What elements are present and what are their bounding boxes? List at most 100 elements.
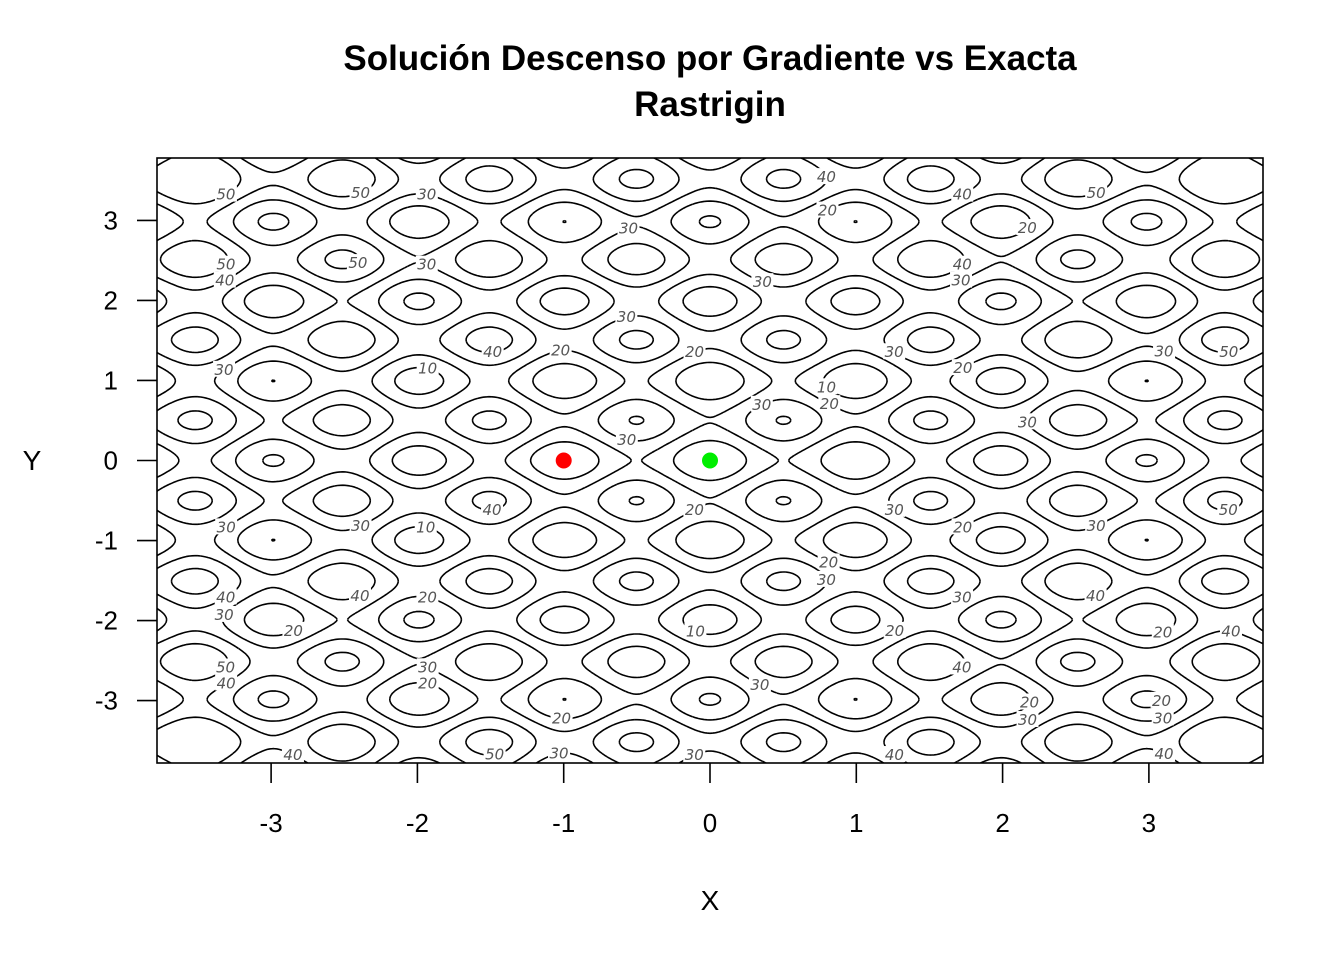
contour-label: 20 — [820, 395, 839, 413]
contour-label: 10 — [416, 518, 435, 536]
contour-label: 30 — [619, 219, 638, 237]
contour-label-bg — [1150, 691, 1173, 708]
contour-label-bg — [951, 588, 974, 605]
contour-label-bg — [282, 621, 305, 638]
contour-label-bg — [751, 273, 774, 290]
contour-label-bg — [1085, 516, 1108, 533]
contour-label: 30 — [417, 186, 436, 204]
chart-subtitle: Rastrigin — [634, 85, 786, 124]
contour-label-bg — [416, 658, 439, 675]
contour-label: 50 — [351, 184, 370, 202]
contour-label: 50 — [1219, 501, 1238, 519]
contour-label-bg — [214, 658, 237, 675]
contour-label: 40 — [885, 746, 904, 764]
contour-label-bg — [883, 343, 906, 360]
contour-label: 40 — [215, 272, 234, 290]
contour-label-bg — [883, 621, 906, 638]
y-tick-label: 0 — [104, 446, 118, 476]
contour-label: 50 — [216, 186, 235, 204]
y-tick-label: -1 — [95, 526, 118, 556]
contour-label-bg — [1151, 623, 1174, 640]
solution-point-2 — [702, 452, 718, 469]
contour-label: 40 — [817, 168, 836, 186]
contour-label: 20 — [818, 202, 837, 220]
contour-label: 20 — [685, 343, 704, 361]
contour-label: 30 — [685, 746, 704, 764]
contour-label-bg — [1217, 343, 1240, 360]
contour-label: 20 — [685, 501, 704, 519]
contour-label: 30 — [1087, 517, 1106, 535]
contour-label-bg — [415, 255, 438, 272]
contour-label: 50 — [216, 256, 235, 274]
contour-label: 40 — [482, 501, 501, 519]
contour-label: 20 — [885, 622, 904, 640]
contour-label: 30 — [549, 744, 568, 762]
contour-label: 50 — [485, 746, 504, 764]
contour-label: 20 — [551, 342, 570, 360]
contour-label-bg — [415, 185, 438, 202]
contour-label: 50 — [1219, 343, 1238, 361]
contour-label-bg — [481, 343, 504, 360]
contour-label: 40 — [953, 186, 972, 204]
contour-label-bg — [883, 500, 906, 517]
contour-label: 40 — [1154, 745, 1173, 763]
contour-label-bg — [414, 518, 437, 535]
x-tick-label: -2 — [406, 808, 429, 838]
contour-label: 30 — [750, 676, 769, 694]
contour-label: 10 — [418, 360, 437, 378]
solution-points — [555, 452, 718, 469]
solution-point-1 — [555, 452, 572, 469]
x-tick-label: 3 — [1142, 808, 1156, 838]
contour-label: 50 — [348, 254, 367, 272]
contour-label: 30 — [1154, 342, 1173, 360]
contour-label-bg — [750, 395, 773, 412]
x-tick-label: 1 — [849, 808, 863, 838]
contour-label: 20 — [418, 675, 437, 693]
contour-label-bg — [481, 500, 504, 517]
contour-lines — [157, 158, 1263, 763]
contour-label: 20 — [953, 518, 972, 536]
contour-label-bg — [683, 500, 706, 517]
contour-label-bg — [951, 185, 974, 202]
contour-label-bg — [1153, 745, 1176, 762]
contour-label-bg — [1153, 342, 1176, 359]
contour-label: 10 — [686, 623, 705, 641]
contour-label-bg — [951, 255, 974, 272]
contour-label-bg — [214, 255, 237, 272]
contour-label-bg — [483, 745, 506, 762]
contour-label: 20 — [418, 588, 437, 606]
contour-label: 20 — [552, 710, 571, 728]
contour-label-bg — [214, 588, 237, 605]
x-tick-label: -1 — [552, 808, 575, 838]
x-tick-label: 0 — [703, 808, 717, 838]
contour-label-bg — [815, 168, 838, 185]
contour-label: 30 — [617, 431, 636, 449]
contour-label-bg — [615, 308, 638, 325]
y-axis-label: Y — [23, 445, 42, 476]
contour-label: 40 — [217, 674, 236, 692]
contour-label-bg — [1219, 622, 1242, 639]
contour-label: 30 — [951, 272, 970, 290]
contour-label: 30 — [753, 273, 772, 291]
contour-label-bg — [1085, 184, 1108, 201]
y-tick-label: -3 — [95, 686, 118, 716]
contour-label: 30 — [817, 571, 836, 589]
contour-label: 30 — [885, 343, 904, 361]
contour-label-bg — [748, 675, 771, 692]
contour-label: 30 — [1018, 711, 1037, 729]
contour-level-10 — [262, 215, 1158, 706]
contour-label: 10 — [817, 378, 836, 396]
contour-label: 20 — [819, 553, 838, 571]
contour-label-bg — [684, 622, 707, 639]
contour-label-bg — [1217, 500, 1240, 517]
contour-label-bg — [951, 359, 974, 376]
contour-label-bg — [550, 709, 573, 726]
contour-label: 30 — [953, 588, 972, 606]
y-tick-label: -2 — [95, 606, 118, 636]
contour-label-bg — [549, 341, 572, 358]
contour-label-bg — [214, 185, 237, 202]
x-tick-label: 2 — [995, 808, 1009, 838]
contour-label-bg — [817, 553, 840, 570]
contour-label-bg — [818, 395, 841, 412]
